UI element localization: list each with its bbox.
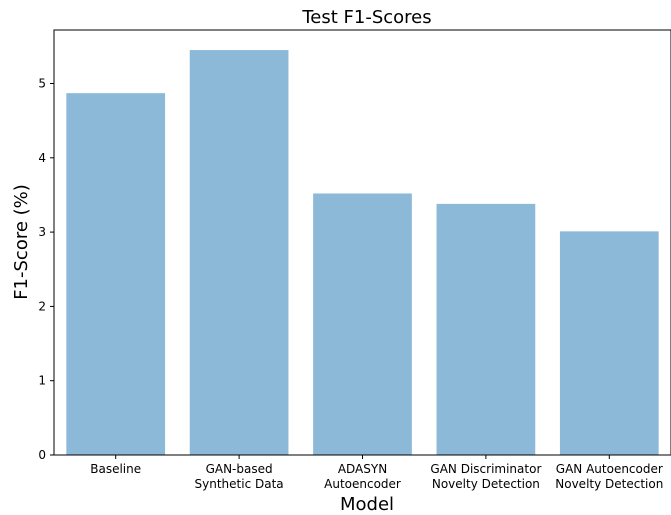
bar-1	[189, 50, 289, 455]
y-axis-title: F1-Score (%)	[11, 184, 32, 300]
x-tick-label-line: Autoencoder	[324, 477, 401, 491]
bar-3	[436, 203, 536, 455]
y-tick-label-0: 0	[38, 448, 46, 462]
x-tick-label-line: Novelty Detection	[432, 477, 540, 491]
x-tick-label-3: GAN Discriminator Novelty Detection	[430, 462, 541, 491]
bar-4	[559, 231, 659, 455]
x-tick-label-line: GAN-based	[206, 462, 273, 476]
y-tick-label-3: 3	[38, 225, 46, 239]
x-axis: Baseline GAN-based Synthetic Data ADASYN Aut…	[90, 455, 663, 491]
y-tick-label-4: 4	[38, 151, 46, 165]
x-tick-label-2: ADASYN Autoencoder	[324, 462, 401, 491]
x-tick-label-line: Synthetic Data	[195, 477, 284, 491]
y-tick-label-2: 2	[38, 299, 46, 313]
bar-2	[313, 193, 412, 455]
x-axis-title: Model	[340, 494, 394, 515]
x-tick-label-4: GAN Autoencoder Novelty Detection	[555, 462, 663, 491]
bar-0	[66, 93, 166, 456]
chart-title: Test F1-Scores	[301, 7, 431, 28]
x-tick-label-1: GAN-based Synthetic Data	[195, 462, 284, 491]
bars-group	[66, 50, 659, 456]
y-tick-label-5: 5	[38, 76, 46, 90]
x-tick-label-line: Baseline	[90, 462, 141, 476]
x-tick-label-0: Baseline	[90, 462, 141, 476]
y-tick-label-1: 1	[38, 374, 46, 388]
x-tick-label-line: ADASYN	[338, 462, 387, 476]
x-tick-label-line: GAN Discriminator	[430, 462, 541, 476]
plot-frame	[53, 29, 671, 456]
x-tick-label-line: Novelty Detection	[555, 477, 663, 491]
y-axis: 0 1 2 3 4 5	[38, 76, 54, 462]
x-tick-label-line: GAN Autoencoder	[556, 462, 663, 476]
